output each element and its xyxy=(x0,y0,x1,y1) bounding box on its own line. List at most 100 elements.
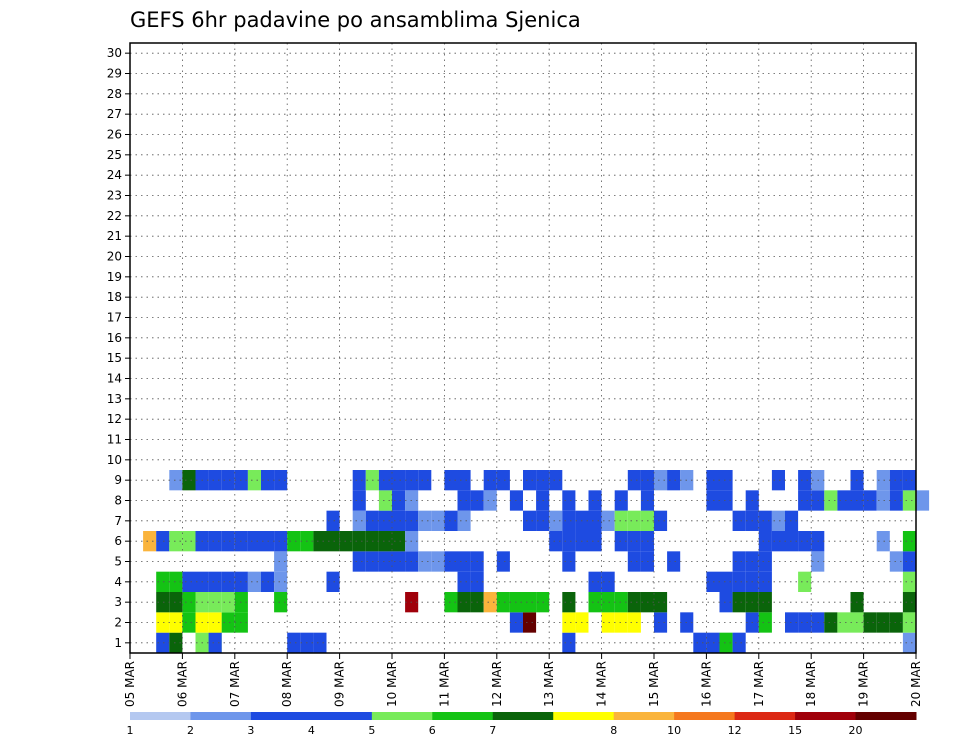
heatmap-cell xyxy=(274,551,288,572)
heatmap-cell xyxy=(169,632,183,653)
heatmap-cell xyxy=(247,571,261,592)
heatmap-cell xyxy=(771,510,785,531)
colorbar-segment xyxy=(553,712,615,720)
heatmap-cell xyxy=(352,510,366,531)
heatmap-cell xyxy=(719,571,733,592)
colorbar-label: 4 xyxy=(308,724,315,737)
heatmap-cell xyxy=(208,531,222,552)
heatmap-cell xyxy=(627,470,641,491)
heatmap-cell xyxy=(916,490,930,511)
heatmap-cell xyxy=(562,531,576,552)
y-tick-label: 20 xyxy=(107,250,122,264)
heatmap-cell xyxy=(182,470,196,491)
heatmap-cell xyxy=(654,592,668,613)
heatmap-cell xyxy=(863,612,877,633)
colorbar-segment xyxy=(311,712,373,720)
heatmap-cell xyxy=(444,510,458,531)
x-tick-label: 09 MAR xyxy=(333,661,347,707)
x-tick-label: 19 MAR xyxy=(857,661,871,707)
heatmap-cell xyxy=(523,470,537,491)
heatmap-cell xyxy=(601,510,615,531)
heatmap-cell xyxy=(287,632,301,653)
x-tick-label: 06 MAR xyxy=(175,661,189,707)
heatmap-cell xyxy=(902,490,916,511)
heatmap-cell xyxy=(523,612,537,633)
heatmap-cell xyxy=(444,470,458,491)
heatmap-cell xyxy=(169,470,183,491)
heatmap-cell xyxy=(208,632,222,653)
heatmap-cell xyxy=(378,510,392,531)
heatmap-cell xyxy=(876,612,890,633)
heatmap-cell xyxy=(876,470,890,491)
grid-lines xyxy=(130,43,916,653)
y-tick-label: 24 xyxy=(107,168,122,182)
heatmap-cell xyxy=(889,490,903,511)
heatmap-cell xyxy=(758,531,772,552)
heatmap-cell xyxy=(614,510,628,531)
heatmap-cell xyxy=(143,531,157,552)
heatmap-cell xyxy=(378,551,392,572)
heatmap-cell xyxy=(902,632,916,653)
heatmap-cell xyxy=(758,510,772,531)
x-tick-label: 05 MAR xyxy=(123,661,137,707)
colorbar-label: 12 xyxy=(728,724,742,737)
colorbar-segment xyxy=(130,712,191,720)
y-tick-label: 25 xyxy=(107,148,122,162)
colorbar-segment xyxy=(250,712,312,720)
y-tick-label: 7 xyxy=(114,514,122,528)
heatmap-cell xyxy=(627,531,641,552)
heatmap-cell xyxy=(392,531,406,552)
heatmap-cell xyxy=(732,571,746,592)
heatmap-cell xyxy=(247,531,261,552)
heatmap-cell xyxy=(352,470,366,491)
heatmap-cell xyxy=(549,531,563,552)
y-tick-label: 27 xyxy=(107,107,122,121)
heatmap-cell xyxy=(627,510,641,531)
heatmap-cell xyxy=(392,510,406,531)
heatmap-cell xyxy=(156,531,170,552)
y-tick-label: 11 xyxy=(107,433,122,447)
heatmap-cell xyxy=(732,632,746,653)
heatmap-cell xyxy=(496,592,510,613)
heatmap-cell xyxy=(496,470,510,491)
y-tick-label: 3 xyxy=(114,595,122,609)
heatmap-cell xyxy=(902,551,916,572)
heatmap-cell xyxy=(274,592,288,613)
heatmap-cell xyxy=(614,531,628,552)
heatmap-cell xyxy=(352,531,366,552)
heatmap-cell xyxy=(392,551,406,572)
colorbar-label: 5 xyxy=(368,724,375,737)
colorbar-label: 6 xyxy=(429,724,436,737)
heatmap-cell xyxy=(418,510,432,531)
heatmap-cell xyxy=(313,531,327,552)
heatmap-cell xyxy=(785,510,799,531)
heatmap-cell xyxy=(798,490,812,511)
x-tick-label: 20 MAR xyxy=(909,661,923,707)
heatmap-cell xyxy=(771,470,785,491)
heatmap-cell xyxy=(798,612,812,633)
heatmap-cell xyxy=(418,470,432,491)
heatmap-cell xyxy=(457,571,471,592)
heatmap-cell xyxy=(169,571,183,592)
heatmap-cell xyxy=(614,592,628,613)
heatmap-cell xyxy=(457,490,471,511)
heatmap-cell xyxy=(483,470,497,491)
heatmap-cell xyxy=(378,490,392,511)
heatmap-cell xyxy=(706,470,720,491)
y-tick-label: 19 xyxy=(107,270,122,284)
y-tick-label: 26 xyxy=(107,128,122,142)
heatmap-cell xyxy=(588,592,602,613)
heatmap-cell xyxy=(549,470,563,491)
y-tick-label: 30 xyxy=(107,46,122,60)
y-tick-label: 4 xyxy=(114,575,122,589)
heatmap-cell xyxy=(392,490,406,511)
heatmap-cell xyxy=(588,531,602,552)
heatmap-cell xyxy=(287,531,301,552)
x-tick-label: 10 MAR xyxy=(385,661,399,707)
heatmap-cell xyxy=(221,571,235,592)
x-axis: 05 MAR 06 MAR 07 MAR 08 MAR 09 MAR 10 MAR 11 M… xyxy=(123,653,923,707)
y-tick-label: 9 xyxy=(114,473,122,487)
heatmap-cell xyxy=(601,612,615,633)
heatmap-cell xyxy=(523,510,537,531)
